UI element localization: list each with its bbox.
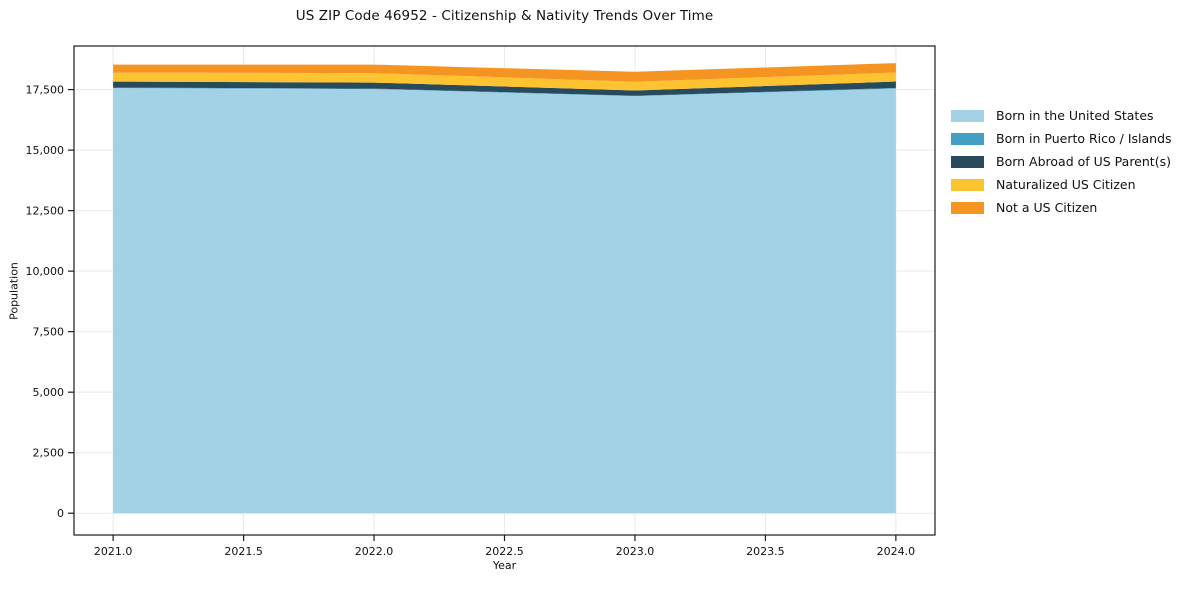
- x-axis-label: Year: [492, 559, 517, 572]
- x-tick-label: 2022.0: [355, 545, 394, 558]
- legend-swatch: [951, 178, 984, 191]
- y-tick-label: 17,500: [26, 84, 65, 97]
- legend-swatch: [951, 109, 984, 122]
- area-series: [113, 87, 896, 97]
- y-tick-label: 7,500: [33, 326, 65, 339]
- x-tick-label: 2023.5: [746, 545, 785, 558]
- legend: Born in the United States Born in Puerto …: [951, 104, 1189, 219]
- legend-label: Born in the United States: [996, 108, 1154, 123]
- legend-item: Born in Puerto Rico / Islands: [951, 127, 1189, 150]
- x-tick-label: 2023.0: [616, 545, 655, 558]
- legend-label: Born Abroad of US Parent(s): [996, 154, 1171, 169]
- legend-label: Naturalized US Citizen: [996, 177, 1136, 192]
- y-tick-label: 10,000: [26, 265, 65, 278]
- legend-label: Born in Puerto Rico / Islands: [996, 131, 1172, 146]
- legend-swatch: [951, 132, 984, 145]
- legend-label: Not a US Citizen: [996, 200, 1098, 215]
- legend-item: Not a US Citizen: [951, 196, 1189, 219]
- x-tick-label: 2021.5: [224, 545, 263, 558]
- legend-item: Naturalized US Citizen: [951, 173, 1189, 196]
- x-tick-label: 2024.0: [877, 545, 916, 558]
- x-tick-label: 2022.5: [485, 545, 524, 558]
- area-series: [113, 88, 896, 514]
- legend-swatch: [951, 201, 984, 214]
- y-tick-label: 5,000: [33, 386, 65, 399]
- legend-item: Born Abroad of US Parent(s): [951, 150, 1189, 173]
- y-tick-label: 12,500: [26, 205, 65, 218]
- y-tick-label: 2,500: [33, 447, 65, 460]
- legend-swatch: [951, 155, 984, 168]
- area-series: [113, 72, 896, 91]
- y-tick-label: 0: [57, 507, 64, 520]
- x-tick-label: 2021.0: [94, 545, 133, 558]
- chart-title: US ZIP Code 46952 - Citizenship & Nativi…: [295, 8, 714, 24]
- legend-item: Born in the United States: [951, 104, 1189, 127]
- area-series: [113, 63, 896, 82]
- y-tick-label: 15,000: [26, 144, 65, 157]
- area-series: [113, 81, 896, 96]
